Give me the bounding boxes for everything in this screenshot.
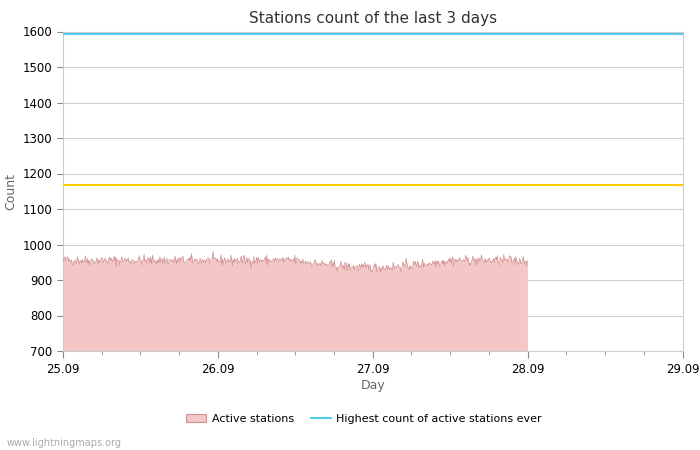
Title: Stations count of the last 3 days: Stations count of the last 3 days (248, 11, 497, 26)
X-axis label: Day: Day (360, 378, 385, 392)
Y-axis label: Count: Count (4, 173, 18, 210)
Text: www.lightningmaps.org: www.lightningmaps.org (7, 438, 122, 448)
